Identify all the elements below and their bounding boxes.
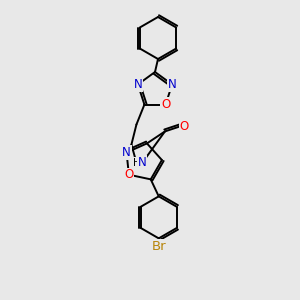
Text: N: N (134, 78, 142, 91)
Text: N: N (122, 146, 131, 159)
Text: O: O (179, 120, 189, 133)
Text: O: O (124, 168, 134, 181)
Text: H: H (133, 158, 140, 168)
Text: N: N (138, 156, 147, 169)
Text: N: N (168, 78, 176, 91)
Text: O: O (161, 98, 170, 111)
Text: Br: Br (152, 240, 166, 253)
